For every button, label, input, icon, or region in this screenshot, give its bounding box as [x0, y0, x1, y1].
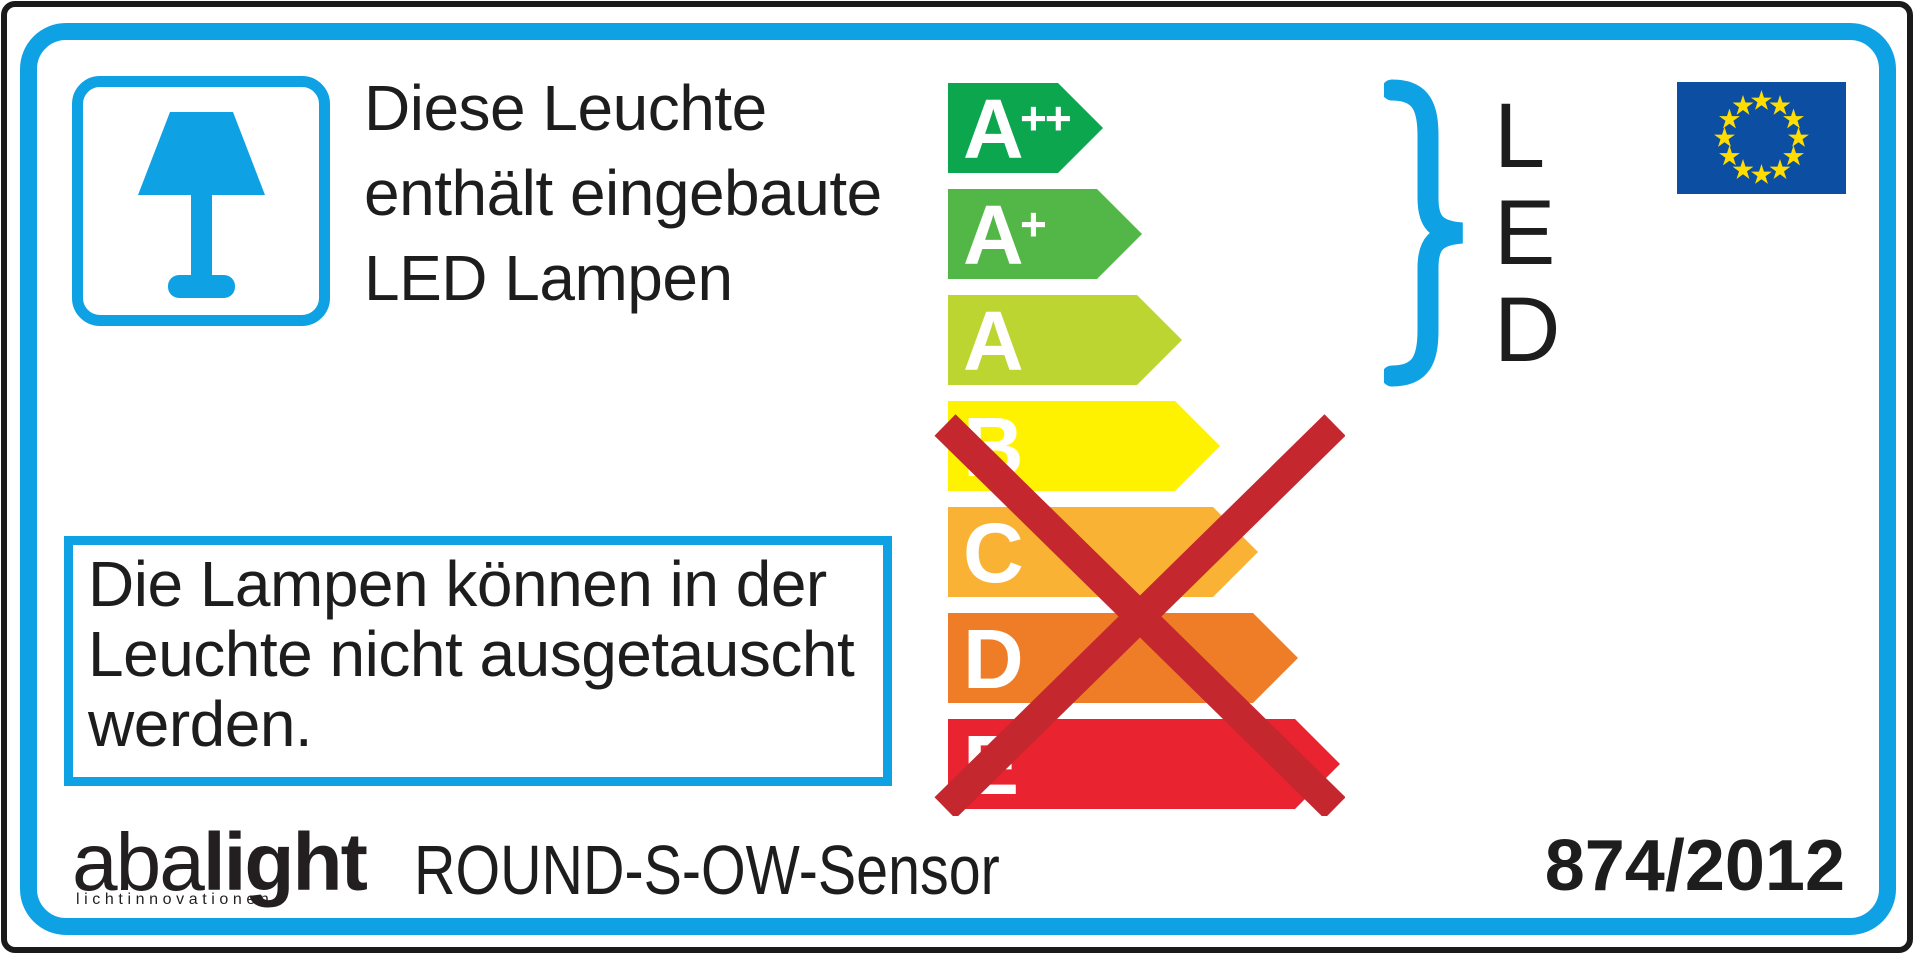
energy-class-superscript: +	[1020, 198, 1045, 250]
energy-class-arrow-A++: A ++	[948, 83, 1103, 173]
table-lamp-icon	[138, 112, 265, 298]
energy-class-arrow-A+: A +	[948, 189, 1142, 279]
brand-logo-light-part: aba	[72, 817, 205, 908]
lamp-pictogram-box	[72, 76, 330, 326]
brand-logo: abalight	[72, 822, 368, 904]
lamp-notice-line: Diese Leuchte	[364, 72, 767, 144]
led-letter: E	[1494, 182, 1556, 284]
led-letters: L E D	[1494, 88, 1560, 379]
inner-blue-frame	[20, 23, 1896, 935]
energy-class-letter: A	[963, 82, 1024, 176]
brace-icon	[1384, 79, 1464, 387]
energy-class-letter: A	[963, 294, 1024, 388]
brand-logo-bold-part: light	[202, 817, 368, 908]
lamp-notice-text: Diese Leuchte enthält eingebaute LED Lam…	[364, 66, 882, 321]
energy-class-arrow-B: B	[948, 401, 1220, 491]
replace-notice-line: Leuchte nicht ausgetauscht	[88, 618, 855, 690]
lamp-base	[168, 275, 235, 298]
led-letter: L	[1494, 85, 1546, 187]
lamp-notice-line: enthält eingebaute	[364, 157, 882, 229]
product-name: ROUND-S-OW-Sensor	[414, 831, 1000, 909]
replace-notice-line: Die Lampen können in der	[88, 548, 827, 620]
led-letter: D	[1494, 279, 1561, 381]
brace-path	[1384, 79, 1464, 387]
energy-class-letter: C	[963, 506, 1024, 600]
energy-class-superscript: ++	[1020, 92, 1070, 144]
energy-class-letter: A	[963, 188, 1024, 282]
eu-flag-icon	[1677, 82, 1846, 194]
cross-out-mark	[934, 414, 1345, 816]
lamp-stem	[191, 195, 212, 280]
cross-line	[934, 414, 1345, 816]
brand-tagline: lichtinnovationen	[76, 891, 274, 908]
replace-notice-line: werden.	[88, 688, 313, 760]
replace-notice-text: Die Lampen können in der Leuchte nicht a…	[88, 548, 855, 760]
energy-class-letter: D	[963, 612, 1024, 706]
lamp-notice-line: LED Lampen	[364, 242, 733, 314]
energy-arrows: A++A+ABCDE	[948, 83, 1340, 825]
energy-class-arrow-A: A	[948, 295, 1182, 385]
regulation-number: 874/2012	[1544, 826, 1845, 906]
lamp-shade	[138, 112, 265, 195]
replace-notice-box	[64, 536, 892, 786]
